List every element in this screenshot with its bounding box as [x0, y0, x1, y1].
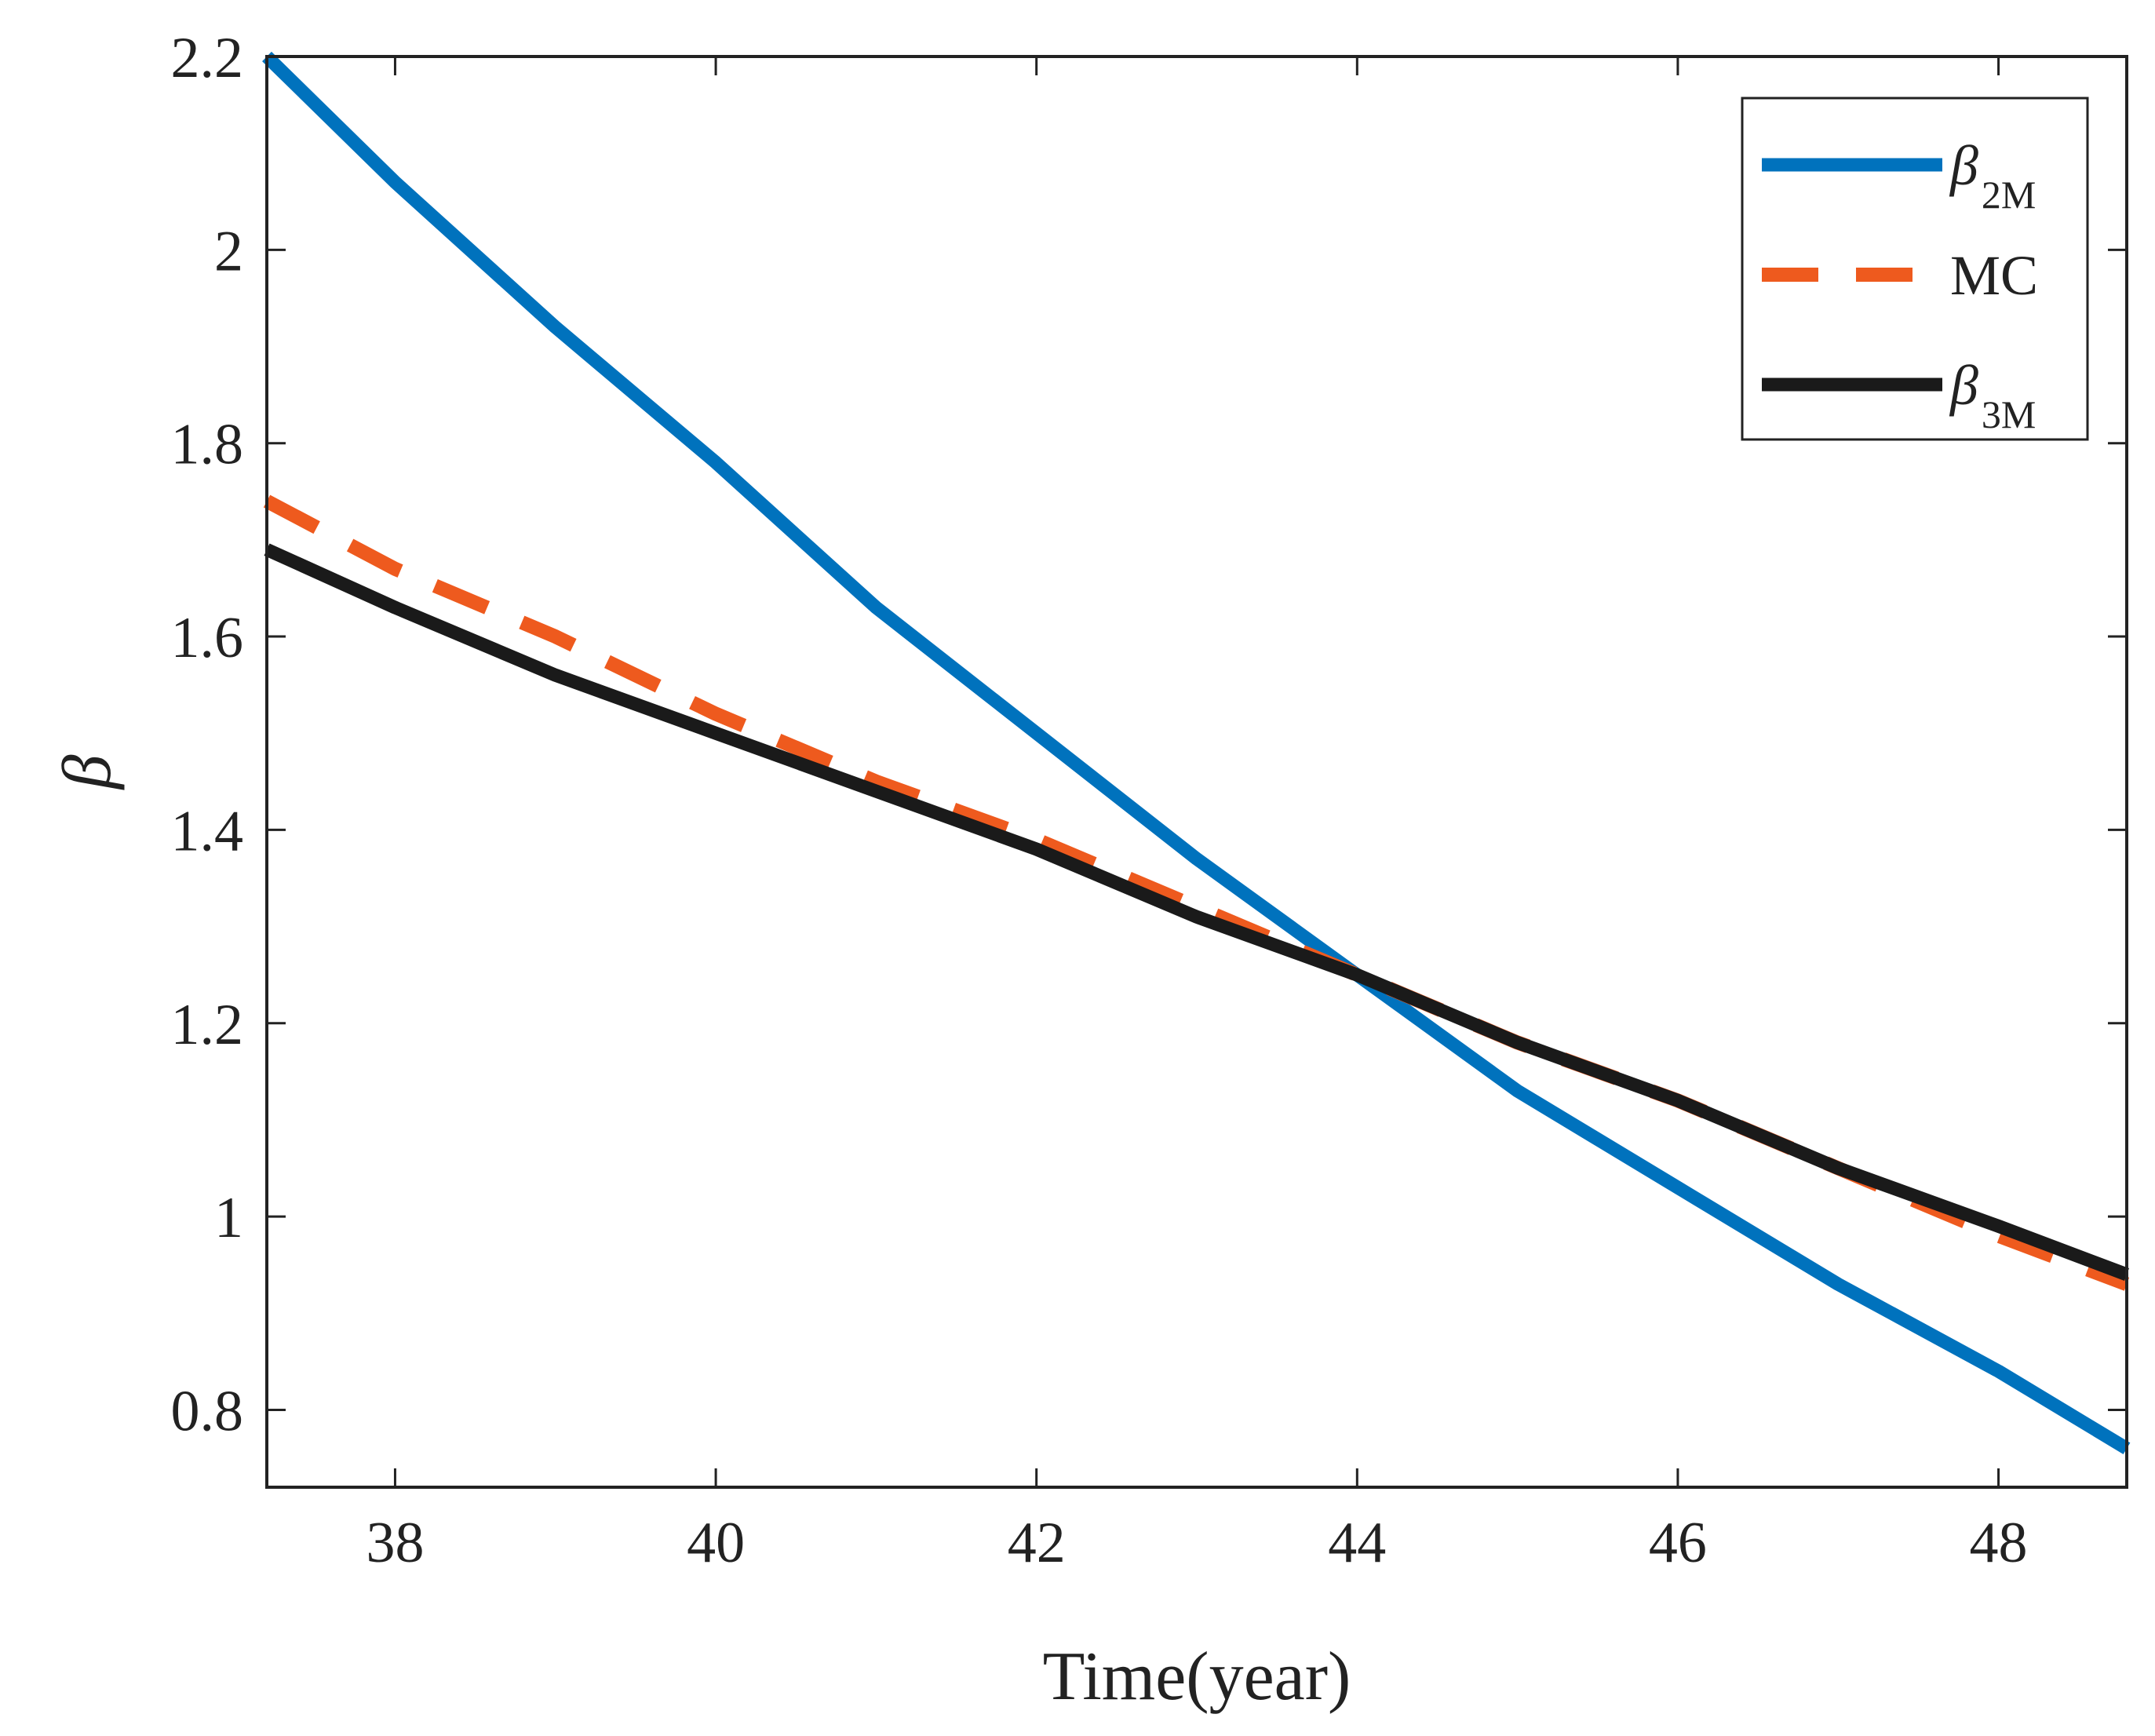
series-line-3 — [264, 543, 2129, 1281]
y-axis-title: β — [49, 754, 126, 790]
y-tick-label: 2 — [214, 219, 243, 283]
plot-area-frame — [265, 55, 2128, 1489]
x-tick-label: 40 — [687, 1511, 745, 1575]
y-tick-label: 1.8 — [171, 413, 244, 477]
series-layer — [262, 51, 2131, 1454]
y-tick-label: 1.2 — [171, 993, 244, 1057]
x-tick-label: 46 — [1649, 1511, 1707, 1575]
legend-label-2: MC — [1950, 244, 2038, 307]
x-axis-title: Time(year) — [1043, 1639, 1351, 1715]
series-line-1 — [262, 51, 2131, 1454]
x-tick-label: 38 — [366, 1511, 424, 1575]
y-tick-label: 0.8 — [171, 1379, 244, 1443]
legend-label-1: β2M — [1949, 134, 2036, 217]
y-tick-label: 2.2 — [171, 26, 244, 90]
y-tick-label: 1 — [214, 1186, 243, 1250]
x-tick-label: 42 — [1008, 1511, 1066, 1575]
x-axis-ticks: 38 40 42 44 46 48 — [366, 57, 2028, 1575]
legend: β2M MC β3M — [1741, 97, 2089, 441]
x-tick-label: 44 — [1328, 1511, 1386, 1575]
legend-label-3: β3M — [1949, 354, 2036, 436]
x-tick-label: 48 — [1970, 1511, 2028, 1575]
y-tick-label: 1.4 — [171, 799, 244, 863]
y-axis-ticks: 0.8 1 1.2 1.4 1.6 1.8 2 2.2 — [171, 26, 2127, 1443]
y-tick-label: 1.6 — [171, 606, 244, 670]
